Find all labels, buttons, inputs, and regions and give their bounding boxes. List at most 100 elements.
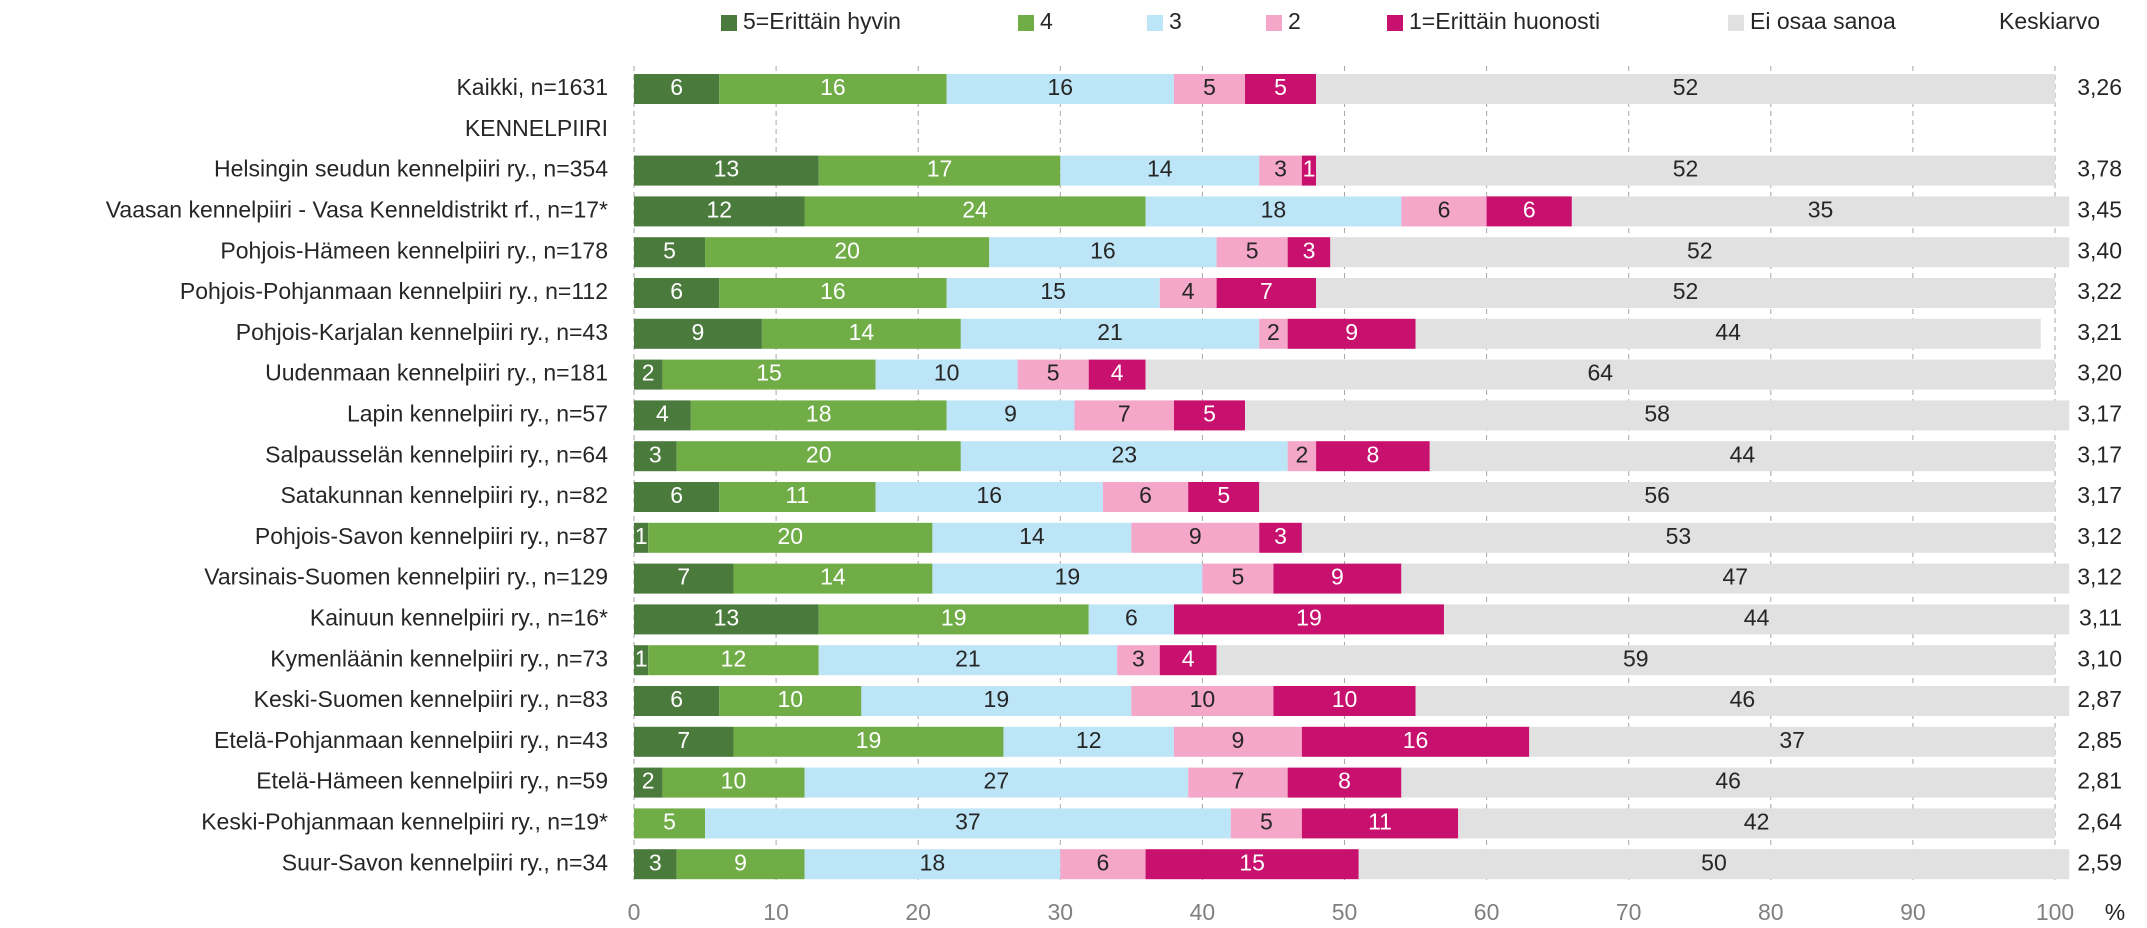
mean-value: 3,20 <box>2077 360 2122 386</box>
data-label: 6 <box>1438 196 1451 222</box>
data-label: 12 <box>721 645 747 671</box>
data-label: 16 <box>1090 237 1116 263</box>
mean-header: Keskiarvo <box>1999 8 2100 34</box>
y-tick-label: Pohjois-Savon kennelpiiri ry., n=87 <box>255 523 608 549</box>
data-label: 46 <box>1730 686 1756 712</box>
data-label: 7 <box>1232 768 1245 794</box>
mean-value: 3,10 <box>2077 645 2122 671</box>
data-label: 10 <box>721 768 747 794</box>
data-label: 6 <box>670 686 683 712</box>
data-label: 4 <box>656 400 669 426</box>
data-label: 47 <box>1722 564 1748 590</box>
bar-segment <box>1287 441 1317 472</box>
bar-segment <box>1301 726 1530 757</box>
data-label: 15 <box>756 360 782 386</box>
legend-label: 4 <box>1040 8 1053 34</box>
data-label: 5 <box>1232 564 1245 590</box>
mean-value: 3,17 <box>2077 400 2122 426</box>
data-label: 6 <box>1139 482 1152 508</box>
mean-value: 3,12 <box>2077 564 2122 590</box>
bar-segment <box>1088 359 1146 390</box>
mean-value: 3,26 <box>2077 74 2122 100</box>
bar-segment <box>804 767 1189 798</box>
y-tick-label: Pohjois-Pohjanmaan kennelpiiri ry., n=11… <box>180 278 608 304</box>
y-tick-label: Kaikki, n=1631 <box>456 74 608 100</box>
bar-segment <box>818 155 1061 186</box>
data-label: 19 <box>984 686 1010 712</box>
data-label: 19 <box>941 604 967 630</box>
mean-value: 3,17 <box>2077 482 2122 508</box>
legend-label: 1=Erittäin huonosti <box>1409 8 1600 34</box>
bar-segment <box>733 563 933 594</box>
data-label: 16 <box>820 278 846 304</box>
bar-segment <box>634 155 819 186</box>
x-tick-label: 100 <box>2036 899 2074 925</box>
bar-segment <box>719 482 876 512</box>
data-label: 35 <box>1808 196 1834 222</box>
data-label: 44 <box>1744 604 1770 630</box>
bar-segment <box>1316 74 2055 104</box>
bar-segment <box>1003 726 1174 757</box>
data-label: 6 <box>1125 604 1138 630</box>
data-label: 14 <box>820 564 846 590</box>
x-tick-label: 80 <box>1758 899 1784 925</box>
legend-swatch <box>1266 15 1282 31</box>
bar-segment <box>1088 604 1174 635</box>
data-label: 53 <box>1666 523 1692 549</box>
data-label: 2 <box>642 360 655 386</box>
data-label: 3 <box>1303 237 1316 263</box>
data-label: 2 <box>642 768 655 794</box>
data-label: 12 <box>706 196 732 222</box>
bar-segment <box>634 359 663 390</box>
y-tick-label: Pohjois-Karjalan kennelpiiri ry., n=43 <box>236 319 608 345</box>
mean-value: 3,22 <box>2077 278 2122 304</box>
data-label: 3 <box>1274 156 1287 182</box>
bar-segment <box>875 359 1018 390</box>
bar-segment <box>1358 849 2070 880</box>
bar-segment <box>1301 808 1459 839</box>
bar-segment <box>1259 318 1288 349</box>
data-label: 10 <box>1332 686 1358 712</box>
data-label: 6 <box>1523 196 1536 222</box>
data-label: 5 <box>1217 482 1230 508</box>
data-label: 1 <box>635 523 648 549</box>
data-label: 19 <box>1055 564 1081 590</box>
bar-segment <box>1401 767 2055 798</box>
bar-segment <box>719 686 862 716</box>
data-label: 37 <box>1779 727 1805 753</box>
bar-segment <box>1145 849 1359 880</box>
data-label: 1 <box>635 645 648 671</box>
data-label: 18 <box>806 400 832 426</box>
data-label: 64 <box>1587 360 1613 386</box>
bar-segment <box>634 849 677 880</box>
y-tick-label: Suur-Savon kennelpiiri ry., n=34 <box>282 849 608 875</box>
data-label: 5 <box>1203 400 1216 426</box>
data-label: 52 <box>1673 278 1699 304</box>
legend-swatch <box>1728 15 1744 31</box>
data-label: 56 <box>1644 482 1670 508</box>
bar-segment <box>1230 808 1302 839</box>
bar-segment <box>648 645 819 676</box>
data-label: 18 <box>920 849 946 875</box>
bar-segment <box>662 359 876 390</box>
bar-segment <box>1145 196 1402 227</box>
mean-value: 3,78 <box>2077 156 2122 182</box>
mean-value: 3,17 <box>2077 441 2122 467</box>
x-tick-label: 20 <box>905 899 931 925</box>
data-label: 14 <box>1147 156 1173 182</box>
bar-segment <box>634 400 691 431</box>
bar-segment <box>1060 155 1260 186</box>
legend-swatch <box>721 15 737 31</box>
data-label: 4 <box>1182 278 1195 304</box>
legend-label: 3 <box>1169 8 1182 34</box>
bar-segment <box>1316 441 1430 472</box>
data-label: 42 <box>1744 808 1770 834</box>
bar-segment <box>1173 726 1302 757</box>
y-tick-label: Varsinais-Suomen kennelpiiri ry., n=129 <box>204 564 608 590</box>
data-label: 6 <box>670 278 683 304</box>
x-tick-label: 40 <box>1190 899 1216 925</box>
bar-segment <box>1458 808 2055 839</box>
bar-segment <box>1216 237 1288 268</box>
x-tick-label: 50 <box>1332 899 1358 925</box>
